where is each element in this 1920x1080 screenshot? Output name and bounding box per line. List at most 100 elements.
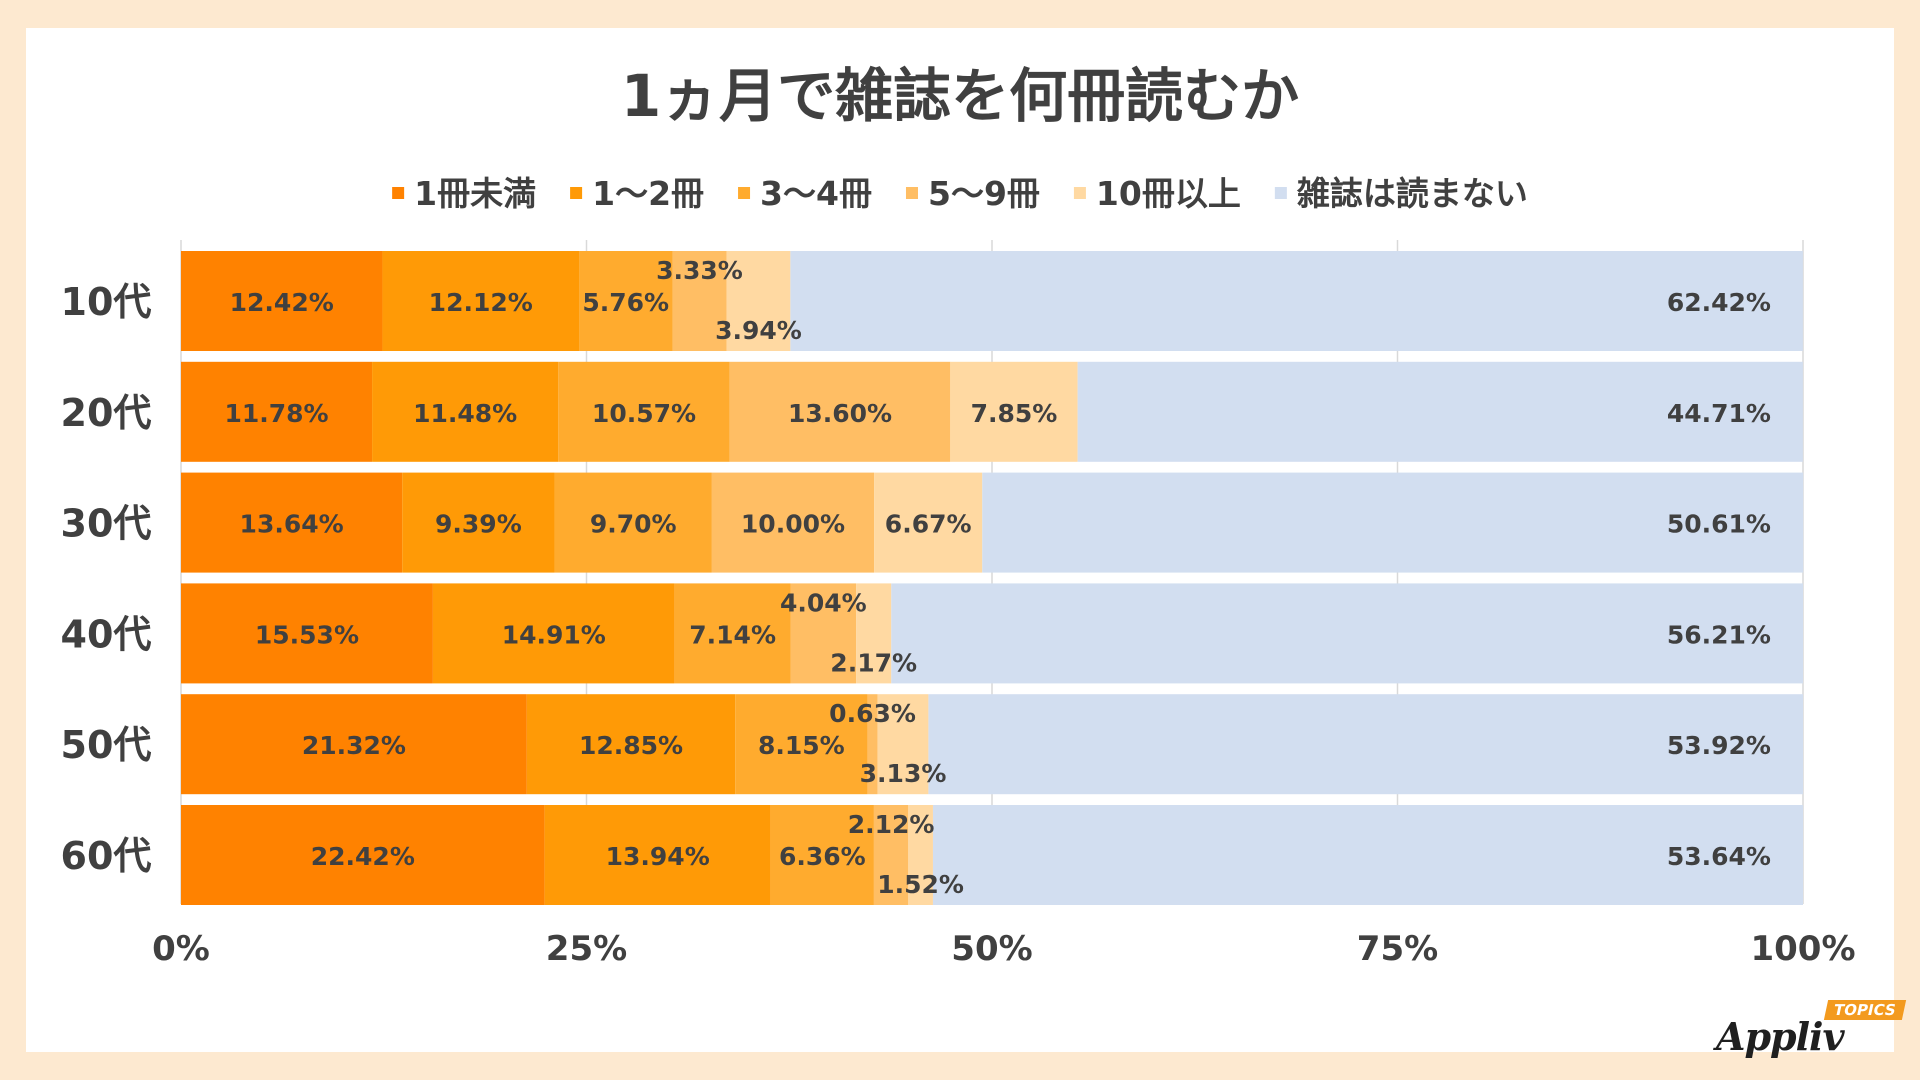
bar-segment xyxy=(982,472,1804,573)
bar-segment xyxy=(874,472,983,573)
legend-swatch xyxy=(392,187,405,199)
bar-segment xyxy=(181,251,383,351)
logo-badge: TOPICS xyxy=(1823,1000,1906,1020)
data-label: 11.78% xyxy=(224,399,328,428)
data-label: 1.52% xyxy=(877,870,964,899)
logo-word: Appliv xyxy=(1716,1014,1845,1059)
bar-segment xyxy=(735,694,868,795)
data-label: 22.42% xyxy=(311,842,415,871)
x-tick-label: 100% xyxy=(1750,929,1855,969)
legend-item: 1〜2冊 xyxy=(570,174,704,213)
data-label: 12.85% xyxy=(579,731,683,760)
data-label: 11.48% xyxy=(413,399,517,428)
data-label: 53.64% xyxy=(1667,842,1771,871)
data-label: 10.00% xyxy=(741,510,845,539)
bar-segment xyxy=(867,694,878,795)
data-label: 6.36% xyxy=(779,842,866,871)
legend-item: 5〜9冊 xyxy=(905,174,1040,213)
x-tick-label: 50% xyxy=(951,929,1032,969)
legend-swatch xyxy=(1073,187,1086,199)
bar-segment xyxy=(726,251,791,351)
bar-segment xyxy=(181,694,527,795)
data-label: 62.42% xyxy=(1667,288,1771,317)
data-label: 56.21% xyxy=(1667,620,1771,649)
bar-segment xyxy=(877,694,929,795)
legend-swatch xyxy=(738,187,751,199)
bar-segment xyxy=(1077,361,1803,462)
bar-segment xyxy=(181,583,433,684)
category-label: 10代 xyxy=(61,280,152,324)
data-label: 12.42% xyxy=(230,288,334,317)
bar-segment xyxy=(554,472,712,573)
bar-segment xyxy=(950,361,1078,462)
bar-segment xyxy=(181,805,545,905)
data-label: 15.53% xyxy=(255,620,359,649)
bar-segment xyxy=(674,583,791,684)
legend-label: 雑誌は読まない xyxy=(1296,174,1528,213)
data-label: 3.13% xyxy=(860,759,947,788)
data-label: 6.67% xyxy=(885,510,972,539)
bar-segment xyxy=(181,472,403,573)
data-label: 13.94% xyxy=(606,842,710,871)
stacked-bar-chart: 12.42% 12.12% 5.76% 3.33% 3.94% 62.42% 10代 11.7… xyxy=(61,62,1856,969)
legend-item: 雑誌は読まない xyxy=(1274,174,1528,213)
data-label: 7.14% xyxy=(689,620,776,649)
bar-segment xyxy=(891,583,1803,684)
legend-item: 3〜4冊 xyxy=(738,174,872,213)
bar-segment xyxy=(181,361,373,462)
legend-swatch xyxy=(905,187,918,199)
data-label: 10.57% xyxy=(592,399,696,428)
bar-segment xyxy=(382,251,580,351)
bar-segment xyxy=(579,251,673,351)
data-label: 21.32% xyxy=(302,731,406,760)
bar-segment xyxy=(432,583,675,684)
data-label: 9.70% xyxy=(590,510,677,539)
x-tick-label: 75% xyxy=(1357,929,1438,969)
data-label: 7.85% xyxy=(971,399,1058,428)
category-label: 60代 xyxy=(61,834,152,878)
data-label: 3.94% xyxy=(715,316,802,345)
bar-segment xyxy=(790,583,857,684)
bar-segment xyxy=(372,361,559,462)
data-label: 2.17% xyxy=(830,648,917,677)
data-label: 0.63% xyxy=(829,699,916,728)
bar-segment xyxy=(729,361,951,462)
legend-label: 1〜2冊 xyxy=(592,174,704,213)
data-label: 14.91% xyxy=(502,620,606,649)
bar-segment xyxy=(526,694,736,795)
bar-segment xyxy=(928,694,1803,795)
x-tick-label: 25% xyxy=(546,929,627,969)
bar-segment xyxy=(544,805,771,905)
bar-segment xyxy=(908,805,933,905)
legend-label: 1冊未満 xyxy=(414,174,536,213)
legend-swatch xyxy=(570,187,583,199)
chart-title: 1ヵ月で雑誌を何冊読むか xyxy=(621,62,1299,130)
data-label: 50.61% xyxy=(1667,510,1771,539)
legend-label: 3〜4冊 xyxy=(760,174,872,213)
data-label: 13.60% xyxy=(788,399,892,428)
data-label: 13.64% xyxy=(240,510,344,539)
data-label: 9.39% xyxy=(435,510,522,539)
category-label: 50代 xyxy=(61,723,152,767)
legend-label: 10冊以上 xyxy=(1096,174,1241,213)
data-label: 8.15% xyxy=(758,731,845,760)
data-label: 5.76% xyxy=(582,288,669,317)
bar-segment xyxy=(873,805,909,905)
bar-segment xyxy=(558,361,730,462)
category-label: 20代 xyxy=(61,391,152,435)
bar-segment xyxy=(770,805,874,905)
bar-segment xyxy=(790,251,1803,351)
data-label: 12.12% xyxy=(429,288,533,317)
legend-item: 10冊以上 xyxy=(1073,174,1241,213)
bar-segment xyxy=(672,251,727,351)
bar-segment xyxy=(932,805,1803,905)
bar-segment xyxy=(856,583,892,684)
bar-segment xyxy=(711,472,875,573)
chart-card: 12.42% 12.12% 5.76% 3.33% 3.94% 62.42% 10代 11.7… xyxy=(26,28,1906,1059)
legend-swatch xyxy=(1274,187,1287,199)
category-label: 30代 xyxy=(61,502,152,546)
x-tick-label: 0% xyxy=(152,929,210,969)
legend-item: 1冊未満 xyxy=(392,174,536,213)
data-label: 2.12% xyxy=(848,810,935,839)
appliv-logo: Appliv TOPICS xyxy=(1716,1000,1906,1070)
